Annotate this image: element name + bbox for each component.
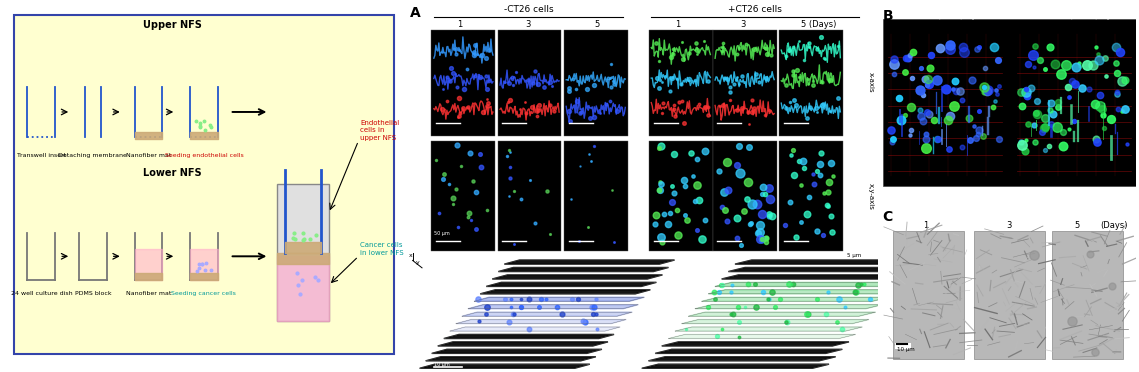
Text: Nanofiber mat: Nanofiber mat: [125, 154, 171, 158]
Bar: [498, 141, 562, 251]
Polygon shape: [462, 312, 632, 316]
Text: 3: 3: [740, 20, 746, 29]
Text: 5: 5: [595, 20, 599, 29]
Polygon shape: [708, 290, 895, 294]
Text: 10 μm: 10 μm: [434, 362, 450, 367]
Polygon shape: [481, 290, 650, 294]
Polygon shape: [426, 357, 596, 361]
Bar: [885, 21, 1005, 184]
Polygon shape: [505, 260, 674, 264]
Bar: [277, 184, 329, 321]
Bar: [649, 141, 713, 251]
Bar: [498, 30, 562, 136]
Polygon shape: [499, 267, 669, 272]
Text: Endothelial
cells in
upper NFS: Endothelial cells in upper NFS: [360, 119, 400, 141]
Text: Transwell insert: Transwell insert: [17, 154, 66, 158]
Text: Nanofiber mat: Nanofiber mat: [125, 291, 171, 296]
Text: y: y: [416, 260, 419, 265]
Polygon shape: [695, 305, 883, 309]
Polygon shape: [468, 305, 638, 309]
Text: 3: 3: [1007, 221, 1011, 230]
Bar: [895, 343, 910, 349]
Text: Detaching membrane: Detaching membrane: [58, 154, 128, 158]
Bar: [649, 30, 713, 136]
Bar: [893, 231, 964, 359]
Polygon shape: [444, 334, 614, 339]
Polygon shape: [486, 282, 656, 286]
Text: PDMS block: PDMS block: [74, 291, 112, 296]
Text: 5 μm: 5 μm: [847, 253, 861, 258]
Text: 50 μm: 50 μm: [434, 231, 450, 236]
Polygon shape: [432, 349, 601, 353]
Polygon shape: [728, 267, 916, 272]
Bar: [432, 141, 495, 251]
Text: -CT26 cells/-CoCl₂/Day 1: -CT26 cells/-CoCl₂/Day 1: [906, 15, 982, 20]
Polygon shape: [450, 327, 620, 331]
Text: (Days): (Days): [1100, 221, 1128, 230]
Polygon shape: [702, 297, 888, 301]
Text: B: B: [883, 9, 893, 23]
Text: x: x: [409, 253, 412, 258]
Text: 1: 1: [923, 221, 928, 230]
Polygon shape: [492, 275, 663, 279]
Bar: [1052, 231, 1123, 359]
Text: 5: 5: [1075, 221, 1080, 230]
Text: 10 μm: 10 μm: [896, 347, 915, 352]
Polygon shape: [648, 357, 836, 361]
Text: +CT26 cells: +CT26 cells: [728, 5, 782, 14]
Text: Seeding endothelial cells: Seeding endothelial cells: [164, 154, 244, 158]
Polygon shape: [675, 327, 862, 331]
Text: +CT26 cells/+CoCl₂/Day 5: +CT26 cells/+CoCl₂/Day 5: [1034, 15, 1116, 20]
Text: A: A: [410, 6, 421, 20]
Polygon shape: [669, 334, 855, 339]
Text: Upper NFS: Upper NFS: [142, 20, 202, 31]
Polygon shape: [715, 282, 902, 286]
Bar: [883, 19, 1136, 186]
Text: Cancer cells
in lower NFS: Cancer cells in lower NFS: [360, 242, 404, 256]
Polygon shape: [474, 297, 645, 301]
Polygon shape: [456, 320, 626, 324]
Text: Lower NFS: Lower NFS: [142, 168, 202, 178]
Text: Seeding cancer cells: Seeding cancer cells: [172, 291, 236, 296]
Text: 24 well culture dish: 24 well culture dish: [10, 291, 72, 296]
Polygon shape: [688, 312, 876, 316]
Bar: [564, 141, 628, 251]
Bar: [713, 141, 777, 251]
Text: 5 (Days): 5 (Days): [802, 20, 837, 29]
Polygon shape: [735, 260, 923, 264]
Text: x,y-axis: x,y-axis: [868, 183, 874, 210]
Text: C: C: [883, 210, 893, 224]
Text: 1: 1: [674, 20, 680, 29]
Polygon shape: [419, 364, 590, 368]
Bar: [713, 30, 777, 136]
Bar: [432, 30, 495, 136]
Polygon shape: [437, 342, 608, 346]
Polygon shape: [641, 364, 829, 368]
Polygon shape: [655, 349, 843, 353]
Bar: [974, 231, 1044, 359]
Text: 3: 3: [526, 20, 531, 29]
Text: -CT26 cells: -CT26 cells: [503, 5, 554, 14]
Polygon shape: [662, 342, 849, 346]
Polygon shape: [682, 320, 869, 324]
Bar: [779, 141, 843, 251]
Text: 1: 1: [457, 20, 462, 29]
Polygon shape: [722, 275, 909, 279]
Bar: [564, 30, 628, 136]
Bar: [779, 30, 843, 136]
Bar: [1014, 21, 1133, 184]
Text: x-axis: x-axis: [868, 73, 874, 93]
